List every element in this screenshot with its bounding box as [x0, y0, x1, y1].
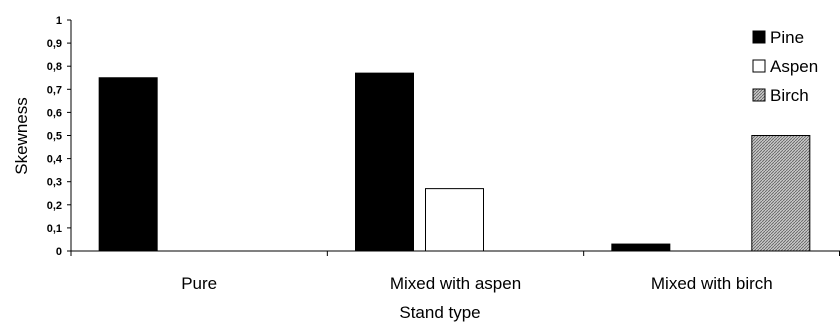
y-tick-label: 0,6: [47, 107, 62, 119]
legend-label-birch: Birch: [770, 86, 809, 105]
legend-swatch-pine: [752, 30, 766, 44]
y-tick-label: 0,5: [47, 131, 62, 143]
bar-pine: [98, 77, 158, 252]
legend-label-pine: Pine: [770, 28, 804, 47]
y-tick-label: 0,4: [47, 154, 63, 166]
legend-swatch-aspen: [752, 59, 766, 73]
bar-aspen: [425, 188, 484, 252]
bar-birch: [751, 135, 811, 252]
y-tick-label: 0,1: [47, 223, 62, 235]
y-axis-title: Skewness: [12, 97, 31, 174]
y-tick-label: 0,9: [47, 38, 62, 50]
bar-pine: [355, 72, 414, 252]
x-axis-title: Stand type: [399, 303, 480, 322]
legend-swatch-birch: [752, 88, 766, 102]
axes: 0 0,1 0,2 0,3 0,4 0,5 0,6 0,7 0,8 0,9 1 Pure Mixed w…: [47, 15, 840, 293]
y-tick-label: 1: [56, 15, 62, 27]
legend: Pine Aspen Birch: [752, 28, 818, 105]
y-tick-label: 0,3: [47, 177, 62, 189]
y-tick-label: 0,8: [47, 61, 62, 73]
y-tick-label: 0: [56, 246, 62, 258]
y-tick-label: 0,7: [47, 84, 62, 96]
category-label: Pure: [181, 274, 217, 293]
y-tick-label: 0,2: [47, 200, 62, 212]
labels: Skewness Stand type: [12, 97, 481, 322]
bars: [98, 72, 811, 252]
bar-pine: [611, 243, 671, 252]
legend-label-aspen: Aspen: [770, 57, 818, 76]
category-label: Mixed with aspen: [390, 274, 521, 293]
category-label: Mixed with birch: [651, 274, 773, 293]
